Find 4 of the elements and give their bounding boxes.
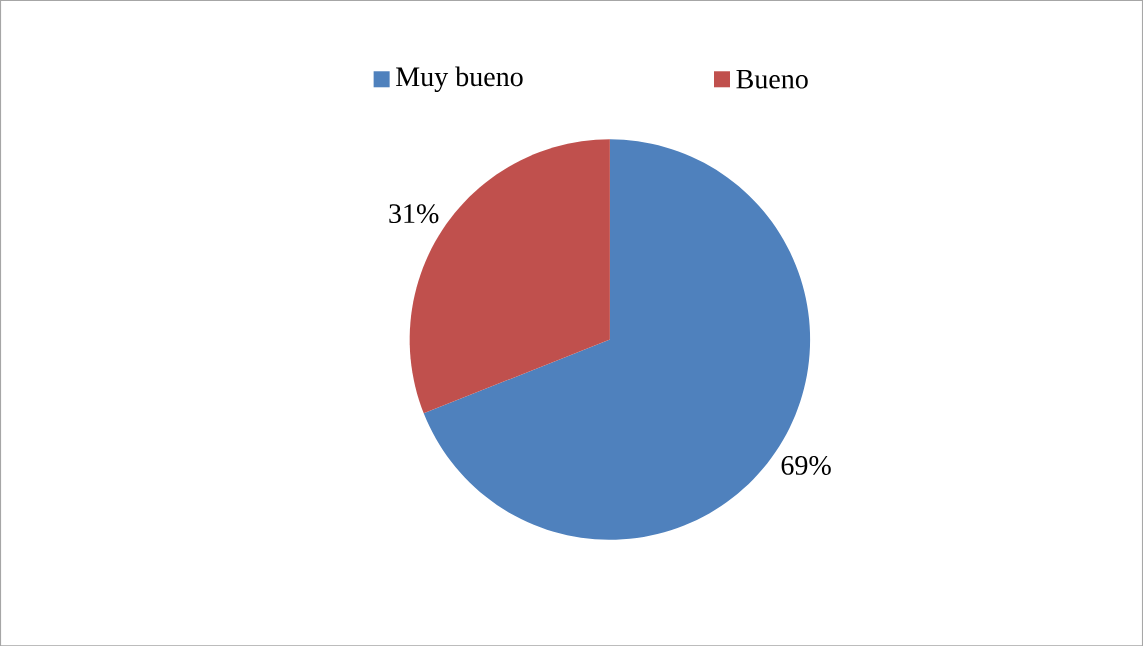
legend-label: Bueno (736, 69, 808, 89)
legend-label: Muy bueno (396, 66, 523, 92)
data-label: 69% (781, 455, 831, 475)
data-label: 31% (389, 203, 439, 223)
